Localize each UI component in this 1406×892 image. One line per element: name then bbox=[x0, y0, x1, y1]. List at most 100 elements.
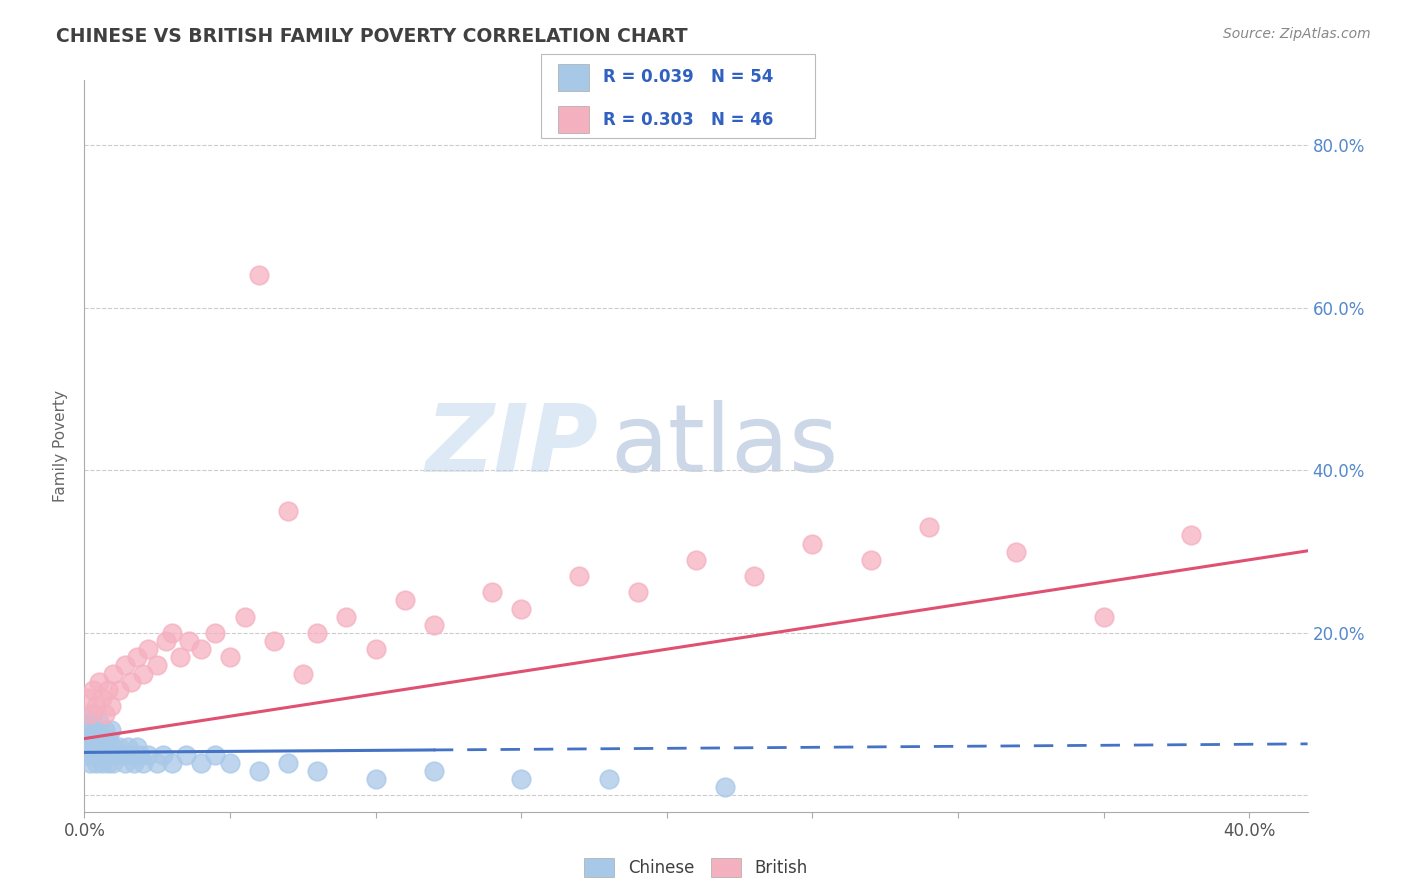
Point bbox=[108, 682, 131, 697]
Point bbox=[76, 747, 98, 762]
Point bbox=[84, 699, 107, 714]
Point bbox=[307, 626, 329, 640]
Point bbox=[219, 650, 242, 665]
Point bbox=[627, 585, 650, 599]
Point bbox=[1005, 544, 1028, 558]
Point bbox=[93, 747, 115, 762]
Point bbox=[82, 731, 104, 746]
Point bbox=[111, 747, 134, 762]
Point bbox=[82, 682, 104, 697]
Text: atlas: atlas bbox=[610, 400, 838, 492]
Point bbox=[79, 739, 101, 754]
Point bbox=[97, 682, 120, 697]
Point bbox=[131, 756, 153, 770]
Point bbox=[685, 553, 707, 567]
Point bbox=[742, 569, 765, 583]
Point bbox=[277, 504, 299, 518]
Point bbox=[801, 536, 824, 550]
Point bbox=[364, 642, 387, 657]
Point bbox=[108, 739, 131, 754]
Point bbox=[97, 756, 120, 770]
Point bbox=[190, 756, 212, 770]
Point bbox=[568, 569, 591, 583]
Point bbox=[79, 731, 101, 746]
Point bbox=[76, 739, 98, 754]
Point bbox=[79, 756, 101, 770]
Point bbox=[114, 756, 136, 770]
Point bbox=[76, 723, 98, 738]
Point bbox=[394, 593, 416, 607]
Point bbox=[84, 723, 107, 738]
Point bbox=[160, 626, 183, 640]
Point bbox=[859, 553, 882, 567]
Point bbox=[114, 658, 136, 673]
Point bbox=[510, 601, 533, 615]
Point bbox=[598, 772, 620, 787]
Point bbox=[155, 634, 177, 648]
Point bbox=[204, 626, 226, 640]
Point bbox=[97, 731, 120, 746]
Point bbox=[76, 731, 98, 746]
Point bbox=[510, 772, 533, 787]
Point bbox=[90, 739, 112, 754]
Point bbox=[87, 731, 110, 746]
Point bbox=[82, 739, 104, 754]
Point bbox=[233, 609, 256, 624]
Point bbox=[204, 747, 226, 762]
Point bbox=[100, 747, 122, 762]
Point bbox=[125, 739, 148, 754]
Text: R = 0.039   N = 54: R = 0.039 N = 54 bbox=[603, 69, 773, 87]
Point bbox=[103, 756, 125, 770]
Point bbox=[335, 609, 357, 624]
Point bbox=[82, 747, 104, 762]
Point bbox=[138, 747, 160, 762]
Point bbox=[100, 699, 122, 714]
Point bbox=[146, 658, 169, 673]
Point bbox=[247, 764, 270, 778]
Point bbox=[138, 642, 160, 657]
Point bbox=[131, 666, 153, 681]
Point bbox=[84, 739, 107, 754]
Point bbox=[103, 666, 125, 681]
Point bbox=[152, 747, 174, 762]
Point bbox=[117, 739, 139, 754]
Point bbox=[103, 739, 125, 754]
Point bbox=[174, 747, 197, 762]
Point bbox=[87, 715, 110, 730]
Point bbox=[93, 723, 115, 738]
Point bbox=[179, 634, 201, 648]
Y-axis label: Family Poverty: Family Poverty bbox=[53, 390, 69, 502]
Point bbox=[423, 617, 446, 632]
Point bbox=[100, 723, 122, 738]
Point bbox=[1092, 609, 1115, 624]
Point bbox=[82, 707, 104, 722]
Point bbox=[120, 747, 142, 762]
Point bbox=[291, 666, 314, 681]
Point bbox=[87, 674, 110, 689]
Point bbox=[90, 756, 112, 770]
Point bbox=[76, 690, 98, 705]
Point bbox=[423, 764, 446, 778]
Point bbox=[122, 756, 145, 770]
Point bbox=[120, 674, 142, 689]
Point bbox=[1180, 528, 1202, 542]
Point bbox=[79, 707, 101, 722]
Point bbox=[128, 747, 150, 762]
Point bbox=[90, 690, 112, 705]
Point bbox=[918, 520, 941, 534]
Point bbox=[125, 650, 148, 665]
Point bbox=[79, 715, 101, 730]
Point bbox=[263, 634, 285, 648]
Text: Source: ZipAtlas.com: Source: ZipAtlas.com bbox=[1223, 27, 1371, 41]
Text: R = 0.303   N = 46: R = 0.303 N = 46 bbox=[603, 111, 773, 128]
Text: ZIP: ZIP bbox=[425, 400, 598, 492]
Text: CHINESE VS BRITISH FAMILY POVERTY CORRELATION CHART: CHINESE VS BRITISH FAMILY POVERTY CORREL… bbox=[56, 27, 688, 45]
Point bbox=[219, 756, 242, 770]
Point bbox=[93, 707, 115, 722]
Legend: Chinese, British: Chinese, British bbox=[578, 851, 814, 884]
Point bbox=[190, 642, 212, 657]
Point bbox=[714, 780, 737, 795]
Point bbox=[364, 772, 387, 787]
Point bbox=[87, 747, 110, 762]
Point bbox=[247, 268, 270, 283]
